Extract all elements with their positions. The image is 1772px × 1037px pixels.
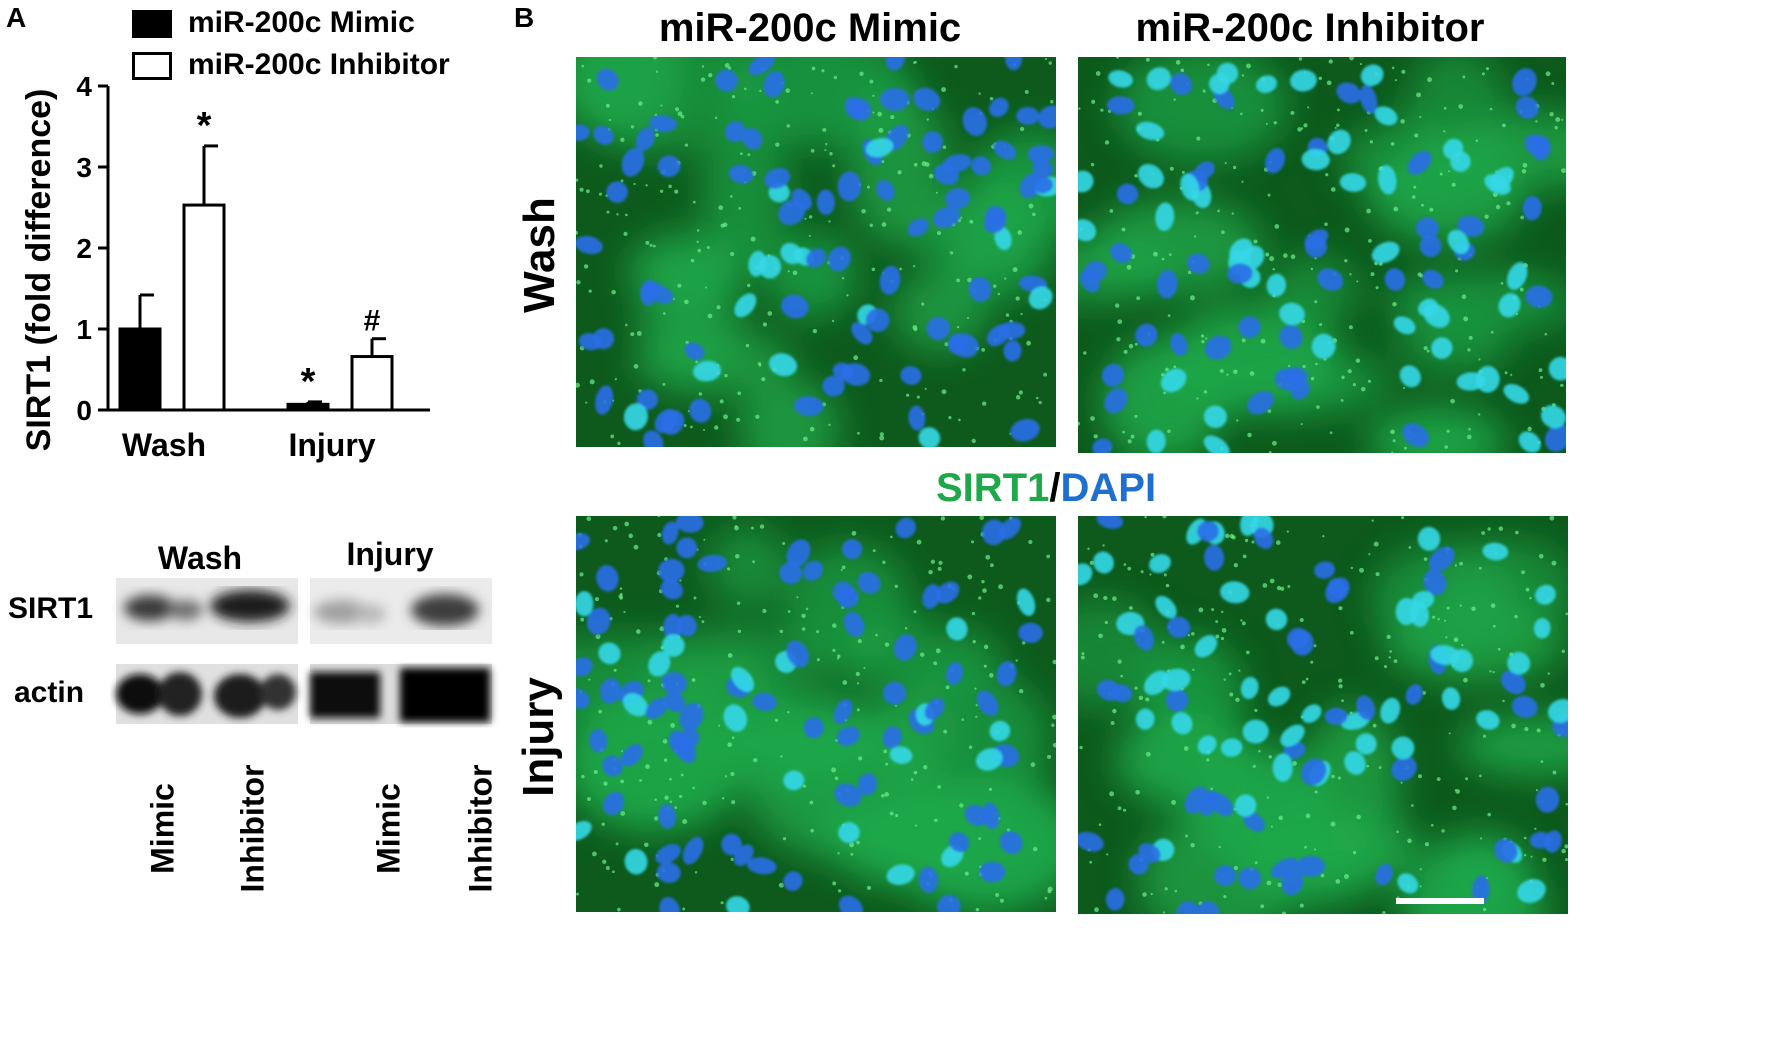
y-axis-label: SIRT1 (fold difference)	[20, 89, 58, 452]
y-tick-label: 2	[76, 233, 92, 264]
y-tick-label: 1	[76, 314, 92, 345]
y-tick-label: 3	[76, 152, 92, 183]
lane-label-wash-mimic: Mimic	[144, 783, 181, 874]
blot-group-injury: Injury	[346, 536, 434, 572]
scale-bar	[1396, 898, 1484, 904]
blot-row-sirt1: SIRT1	[8, 592, 94, 625]
micrograph-wash-inhibitor	[1078, 57, 1566, 453]
panel-b-letter: B	[514, 2, 535, 33]
y-tick-label: 4	[76, 71, 92, 102]
lane-label-injury-inhibitor: Inhibitor	[462, 764, 499, 893]
blot-row-actin: actin	[14, 676, 85, 709]
western-blot-image	[116, 578, 492, 724]
column-title-inhibitor: miR-200c Inhibitor	[1135, 6, 1485, 50]
panel-a-letter: A	[6, 2, 27, 33]
row-title-wash: Wash	[515, 197, 564, 313]
micrograph-canvas	[576, 57, 1056, 447]
bar	[182, 203, 226, 412]
x-category-label: Wash	[122, 427, 206, 463]
significance-marker: #	[364, 305, 381, 338]
micrograph-canvas	[1078, 516, 1568, 914]
sirt1-bar-chart: SIRT1 (fold difference) 0 1 2 3 4 * Wash * # Inju…	[20, 71, 430, 463]
stain-label-sirt1: SIRT1	[936, 466, 1050, 510]
significance-marker: *	[301, 361, 316, 403]
bar	[118, 327, 162, 412]
micrograph-injury-mimic	[576, 516, 1056, 912]
stain-label: SIRT1/DAPI	[936, 466, 1156, 511]
bar	[350, 355, 394, 412]
micrograph-wash-mimic	[576, 57, 1056, 447]
legend-swatch-inhibitor	[132, 52, 172, 80]
bar	[286, 402, 330, 412]
micrograph-canvas	[576, 516, 1056, 912]
significance-marker: *	[197, 105, 212, 147]
row-title-injury: Injury	[514, 677, 563, 797]
stain-label-dapi: DAPI	[1060, 466, 1157, 510]
legend-label-inhibitor: miR-200c Inhibitor	[188, 48, 450, 81]
y-tick-label: 0	[76, 395, 92, 426]
stain-label-separator: /	[1049, 466, 1061, 510]
legend-label-mimic: miR-200c Mimic	[188, 6, 415, 39]
micrograph-canvas	[1078, 57, 1566, 453]
x-category-label: Injury	[288, 427, 375, 463]
lane-label-wash-inhibitor: Inhibitor	[234, 764, 271, 893]
column-title-mimic: miR-200c Mimic	[658, 6, 962, 50]
blot-group-wash: Wash	[157, 540, 243, 576]
lane-label-injury-mimic: Mimic	[370, 783, 407, 874]
legend-swatch-mimic	[132, 10, 172, 38]
micrograph-injury-inhibitor	[1078, 516, 1568, 914]
